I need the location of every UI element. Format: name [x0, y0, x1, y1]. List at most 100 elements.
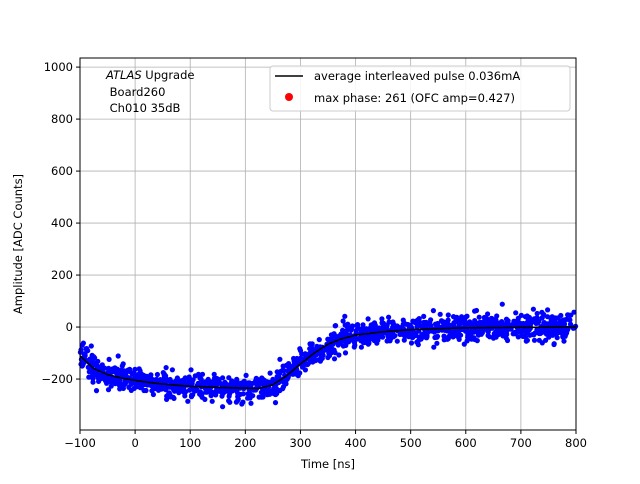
- scatter-point: [511, 318, 517, 324]
- scatter-point: [534, 310, 540, 317]
- scatter-point: [352, 342, 358, 348]
- legend-entry-max-phase: max phase: 261 (OFC amp=0.427): [314, 91, 515, 105]
- scatter-point: [386, 314, 392, 320]
- scatter-point: [453, 317, 459, 323]
- scatter-point: [431, 344, 437, 350]
- x-tick-label: 800: [565, 436, 587, 450]
- scatter-point: [499, 301, 505, 307]
- x-tick-label: 100: [179, 436, 201, 450]
- scatter-point: [316, 357, 322, 363]
- scatter-point: [549, 314, 555, 320]
- y-tick-label: 200: [51, 268, 73, 282]
- scatter-point: [564, 316, 570, 322]
- scatter-point: [197, 375, 203, 381]
- scatter-point: [434, 340, 440, 346]
- scatter-point: [182, 393, 188, 399]
- scatter-point: [190, 392, 196, 398]
- scatter-point: [176, 390, 182, 396]
- scatter-point: [432, 321, 439, 327]
- scatter-point: [385, 337, 391, 343]
- scatter-point: [224, 382, 231, 388]
- scatter-point: [277, 387, 283, 394]
- scatter-point: [108, 377, 114, 383]
- scatter-point: [120, 381, 126, 387]
- scatter-point: [132, 366, 138, 372]
- x-ticks: −100 0 100 200 300 400 500 600 700 800: [64, 430, 587, 450]
- scatter-point: [427, 322, 433, 328]
- scatter-point: [360, 340, 367, 346]
- scatter-point: [469, 321, 475, 327]
- scatter-point: [421, 313, 427, 319]
- scatter-point: [340, 343, 346, 349]
- scatter-point: [505, 318, 511, 324]
- scatter-point: [348, 327, 354, 333]
- scatter-point: [91, 369, 98, 376]
- scatter-point: [195, 380, 201, 386]
- scatter-point: [115, 353, 121, 359]
- scatter-point: [531, 332, 537, 338]
- scatter-point: [237, 391, 243, 397]
- scatter-point: [332, 323, 338, 329]
- scatter-point: [451, 328, 457, 335]
- scatter-point: [561, 338, 567, 344]
- scatter-point: [186, 374, 192, 380]
- scatter-point: [375, 334, 381, 340]
- scatter-point: [538, 330, 545, 336]
- scatter-point: [517, 320, 524, 327]
- scatter-point: [400, 331, 406, 337]
- y-tick-label: −200: [41, 372, 73, 386]
- scatter-point: [247, 391, 253, 397]
- scatter-point: [90, 379, 96, 385]
- scatter-point: [499, 319, 505, 325]
- scatter-point: [512, 331, 519, 337]
- scatter-point: [232, 379, 238, 386]
- scatter-point: [171, 395, 177, 401]
- scatter-point: [342, 350, 349, 356]
- scatter-point: [131, 385, 137, 391]
- scatter-point: [106, 356, 112, 362]
- scatter-point: [163, 365, 169, 371]
- scatter-point: [216, 377, 222, 383]
- scatter-point: [120, 361, 126, 367]
- scatter-point: [108, 383, 114, 389]
- scatter-point: [241, 378, 247, 384]
- scatter-point: [86, 374, 92, 380]
- scatter-point: [326, 353, 333, 359]
- scatter-point: [220, 404, 226, 410]
- scatter-point: [437, 311, 443, 317]
- scatter-point: [316, 337, 322, 343]
- scatter-point: [105, 387, 112, 393]
- scatter-point: [307, 346, 313, 352]
- scatter-point: [558, 312, 564, 319]
- scatter-point: [545, 307, 551, 313]
- scatter-point: [543, 323, 550, 329]
- x-axis-label: Time [ns]: [300, 457, 355, 471]
- scatter-point: [358, 344, 364, 350]
- scatter-point: [550, 330, 557, 336]
- scatter-point: [485, 329, 491, 335]
- scatter-point: [239, 401, 245, 407]
- scatter-point: [86, 369, 92, 375]
- scatter-point: [193, 388, 199, 394]
- scatter-point: [419, 332, 425, 338]
- scatter-point: [264, 392, 270, 398]
- x-tick-label: 0: [131, 436, 138, 450]
- scatter-point: [297, 346, 303, 352]
- scatter-point: [519, 333, 526, 339]
- scatter-point: [139, 383, 145, 389]
- annotation: ATLAS Upgrade Board260 Ch010 35dB: [105, 68, 194, 115]
- scatter-point: [539, 340, 545, 346]
- scatter-point: [544, 314, 551, 320]
- scatter-point: [430, 308, 436, 314]
- scatter-point: [455, 333, 461, 339]
- y-tick-label: 1000: [44, 60, 73, 74]
- x-tick-label: 500: [400, 436, 422, 450]
- scatter-point: [277, 356, 283, 362]
- upgrade-label: Upgrade: [142, 68, 195, 82]
- scatter-point: [216, 388, 222, 394]
- scatter-point: [182, 375, 188, 381]
- scatter-point: [563, 331, 569, 337]
- scatter-point: [513, 310, 519, 316]
- scatter-point: [243, 372, 249, 378]
- scatter-point: [240, 382, 246, 388]
